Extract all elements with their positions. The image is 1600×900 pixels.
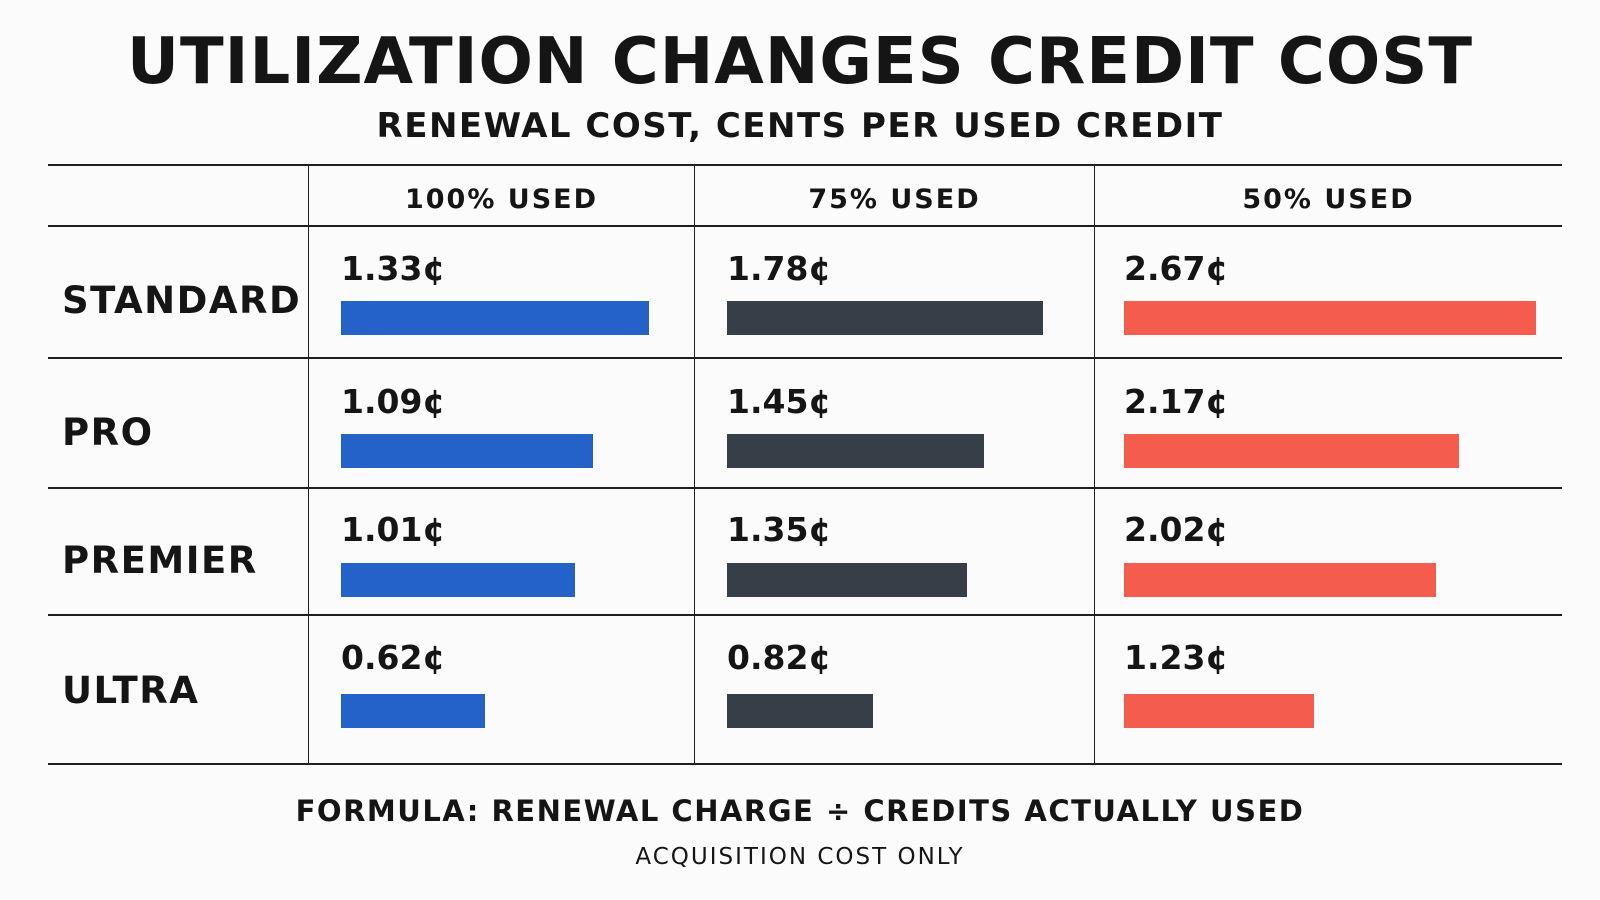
- bar-premier-100-used: [341, 563, 575, 597]
- column-header-50-used: 50% USED: [1242, 184, 1415, 215]
- row-label-ultra: ULTRA: [62, 669, 200, 712]
- bar-standard-50-used: [1124, 301, 1536, 335]
- value-label-ultra-100-used: 0.62¢: [341, 638, 446, 677]
- bar-standard-75-used: [727, 301, 1043, 335]
- bar-pro-50-used: [1124, 434, 1459, 468]
- row-label-premier: PREMIER: [62, 539, 258, 582]
- value-label-pro-50-used: 2.17¢: [1124, 382, 1229, 421]
- column-divider: [308, 166, 309, 765]
- value-label-premier-50-used: 2.02¢: [1124, 510, 1229, 549]
- bar-ultra-50-used: [1124, 694, 1314, 728]
- bar-pro-75-used: [727, 434, 984, 468]
- row-label-standard: STANDARD: [62, 279, 302, 322]
- value-label-ultra-50-used: 1.23¢: [1124, 638, 1229, 677]
- bar-ultra-100-used: [341, 694, 485, 728]
- header-divider: [48, 225, 1562, 227]
- chart-title: UTILIZATION CHANGES CREDIT COST: [127, 25, 1473, 99]
- value-label-ultra-75-used: 0.82¢: [727, 638, 832, 677]
- value-label-pro-100-used: 1.09¢: [341, 382, 446, 421]
- formula-note: FORMULA: RENEWAL CHARGE ÷ CREDITS ACTUAL…: [295, 794, 1305, 828]
- column-divider: [1094, 166, 1095, 765]
- row-divider: [48, 357, 1562, 359]
- bar-premier-50-used: [1124, 563, 1436, 597]
- bar-pro-100-used: [341, 434, 593, 468]
- footnote: ACQUISITION COST ONLY: [635, 844, 965, 870]
- value-label-standard-100-used: 1.33¢: [341, 249, 446, 288]
- chart-subtitle: RENEWAL COST, CENTS PER USED CREDIT: [376, 106, 1224, 146]
- bar-ultra-75-used: [727, 694, 873, 728]
- value-label-standard-50-used: 2.67¢: [1124, 249, 1229, 288]
- column-header-75-used: 75% USED: [808, 184, 981, 215]
- table-top-rule: [48, 164, 1562, 166]
- value-label-premier-75-used: 1.35¢: [727, 510, 832, 549]
- bar-standard-100-used: [341, 301, 649, 335]
- column-header-100-used: 100% USED: [404, 184, 599, 215]
- value-label-standard-75-used: 1.78¢: [727, 249, 832, 288]
- column-divider: [694, 166, 695, 765]
- table-bottom-rule: [48, 763, 1562, 765]
- row-label-pro: PRO: [62, 411, 154, 454]
- value-label-pro-75-used: 1.45¢: [727, 382, 832, 421]
- bar-premier-75-used: [727, 563, 967, 597]
- row-divider: [48, 614, 1562, 616]
- value-label-premier-100-used: 1.01¢: [341, 510, 446, 549]
- row-divider: [48, 487, 1562, 489]
